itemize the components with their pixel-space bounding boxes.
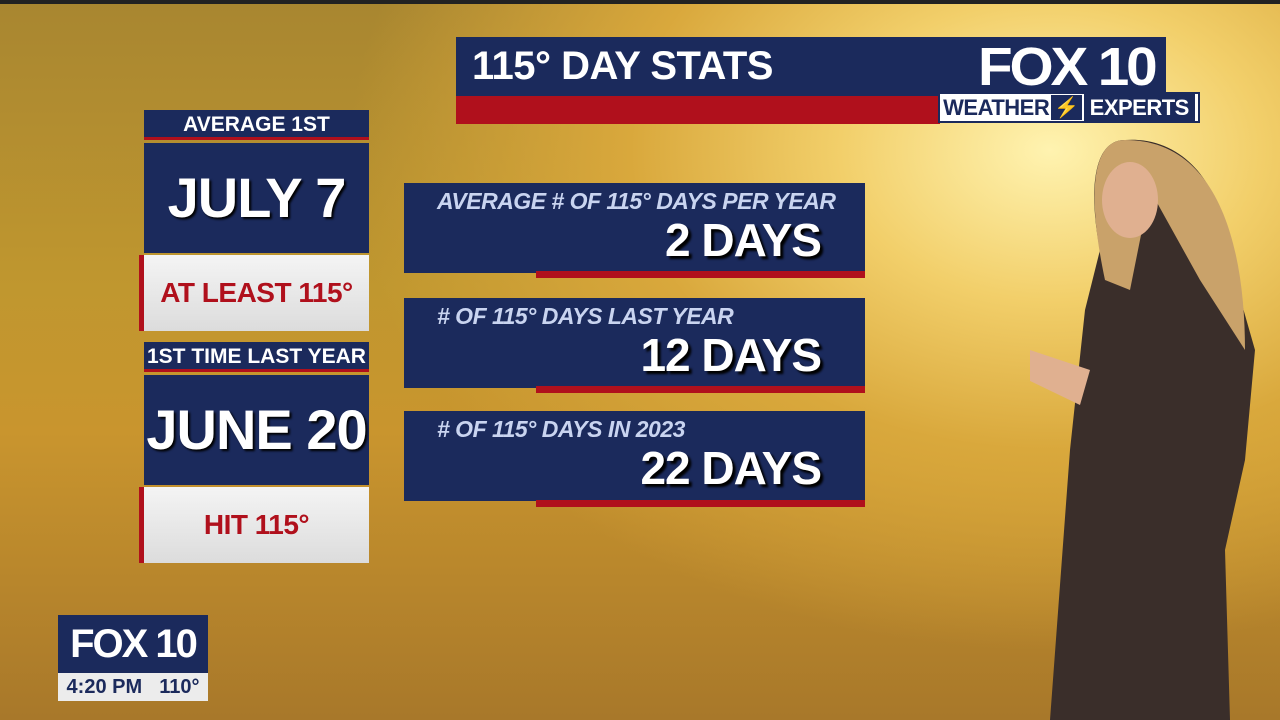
top-border bbox=[0, 0, 1280, 4]
card-header: AVERAGE 1ST bbox=[144, 110, 369, 140]
stat-red-strip bbox=[536, 500, 865, 507]
stat-red-strip bbox=[536, 386, 865, 393]
tagline-right: EXPERTS bbox=[1083, 94, 1195, 121]
stat-box: # OF 115° DAYS IN 2023 22 DAYS bbox=[404, 411, 865, 501]
current-time: 4:20 PM bbox=[66, 675, 143, 698]
card-date: JULY 7 bbox=[144, 143, 369, 253]
stat-box: AVERAGE # OF 115° DAYS PER YEAR 2 DAYS bbox=[404, 183, 865, 273]
card-header: 1ST TIME LAST YEAR bbox=[144, 342, 369, 372]
title-bar bbox=[456, 37, 1166, 96]
fox10-logo: FOX 10 bbox=[978, 37, 1158, 97]
current-temperature: 110° bbox=[159, 675, 200, 698]
tagline-left: WEATHER bbox=[943, 94, 1050, 120]
weather-experts-badge: WEATHER ⚡ EXPERTS bbox=[938, 92, 1200, 123]
stat-red-strip bbox=[536, 271, 865, 278]
card-footer: AT LEAST 115° bbox=[139, 255, 369, 331]
stat-value: 2 DAYS bbox=[665, 214, 822, 266]
lightning-icon: ⚡ bbox=[1051, 95, 1082, 120]
page-title: 115° DAY STATS bbox=[472, 44, 774, 88]
stat-box: # OF 115° DAYS LAST YEAR 12 DAYS bbox=[404, 298, 865, 388]
title-red-strip bbox=[456, 96, 940, 124]
card-date: JUNE 20 bbox=[144, 375, 369, 485]
stat-value: 22 DAYS bbox=[640, 442, 822, 494]
presenter-figure bbox=[1030, 139, 1255, 720]
stat-label: AVERAGE # OF 115° DAYS PER YEAR bbox=[437, 188, 836, 214]
station-logo: FOX 10 bbox=[58, 615, 208, 673]
stat-value: 12 DAYS bbox=[640, 329, 822, 381]
time-temp-bar: 4:20 PM 110° bbox=[58, 673, 208, 701]
stat-label: # OF 115° DAYS LAST YEAR bbox=[437, 303, 734, 329]
card-footer: HIT 115° bbox=[139, 487, 369, 563]
stat-label: # OF 115° DAYS IN 2023 bbox=[437, 416, 685, 442]
